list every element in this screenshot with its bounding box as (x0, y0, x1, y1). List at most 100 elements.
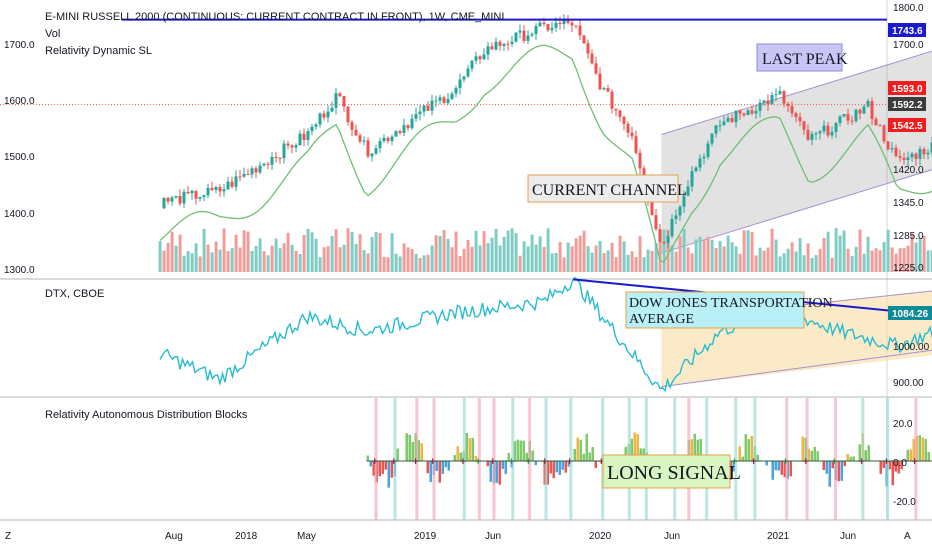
candle-body (930, 142, 932, 153)
candle-body (750, 110, 754, 114)
volume-bar (326, 246, 330, 272)
candle-body (894, 147, 898, 157)
candle-body (594, 63, 598, 74)
dtx-channel-lower (661, 349, 932, 388)
rad-block (567, 461, 570, 467)
volume-bar (738, 253, 742, 272)
volume-bar (838, 235, 842, 272)
volume-bar (638, 236, 642, 272)
volume-bar (830, 257, 834, 272)
candle-body (522, 30, 526, 41)
candle-body (518, 30, 522, 33)
long-signal-box[interactable] (602, 454, 731, 489)
volume-bar (546, 228, 550, 272)
rad-signal-marker: + (412, 456, 418, 468)
rad-block (630, 438, 633, 461)
rad-block (531, 450, 534, 461)
rad-block (774, 461, 777, 471)
volume-bar (158, 241, 162, 272)
volume-bar (162, 250, 166, 272)
volume-bar (834, 228, 838, 272)
tag-current-bg (888, 81, 926, 95)
volume-bar (694, 239, 698, 272)
candle-body (258, 165, 262, 173)
rad-block (633, 432, 636, 461)
tag-last-peak-bg (888, 23, 926, 37)
volume-bar (842, 230, 846, 272)
corner-auto-button[interactable]: A (904, 531, 911, 542)
candle-body (422, 105, 426, 112)
last-peak-box[interactable] (756, 43, 843, 72)
volume-bar (930, 250, 932, 272)
volume-bar (806, 243, 810, 272)
volume-bar (362, 250, 366, 272)
volume-bar (774, 239, 778, 272)
main-pane[interactable] (0, 0, 932, 272)
rad-block (372, 461, 375, 476)
rad-block (573, 449, 576, 461)
candle-body (862, 106, 866, 114)
volume-bar (282, 243, 286, 272)
volume-bar (414, 253, 418, 272)
candle-body (826, 125, 830, 136)
volume-bar (602, 253, 606, 272)
volume-bar (826, 231, 830, 272)
rad-block (447, 461, 450, 471)
rad-block (387, 461, 390, 488)
candle-body (794, 113, 798, 118)
volume-bar (894, 253, 898, 272)
rad-block (378, 461, 381, 477)
candle-body (178, 195, 182, 204)
candle-body (250, 168, 254, 175)
candle-body (282, 143, 286, 159)
volume-bar (558, 242, 562, 272)
volume-bar (854, 246, 858, 272)
rad-block (693, 433, 696, 461)
candle-body (358, 135, 362, 142)
volume-bar (190, 253, 194, 272)
volume-bar (606, 250, 610, 272)
candle-body (226, 181, 230, 190)
volume-bar (818, 248, 822, 272)
volume-bar (202, 228, 206, 272)
candle-body (354, 129, 358, 136)
rad-block (444, 461, 447, 468)
candle-body (526, 35, 530, 41)
candle-body (486, 46, 490, 55)
candle-body (726, 117, 730, 122)
candle-body (866, 101, 870, 107)
volume-bar (678, 236, 682, 272)
candle-body (650, 200, 654, 216)
volume-bar (682, 229, 686, 272)
candle-body (298, 133, 302, 146)
rad-signal-marker: + (803, 456, 809, 468)
volume-bar (378, 233, 382, 272)
rad-block (564, 461, 567, 473)
dow-jones-box[interactable] (625, 291, 805, 329)
volume-bar (178, 234, 182, 272)
candle-body (214, 186, 218, 190)
volume-bar (726, 235, 730, 272)
candle-body (446, 98, 450, 104)
candle-body (798, 117, 802, 122)
current-channel-box[interactable] (527, 174, 679, 203)
volume-bar (402, 243, 406, 272)
rad-block (465, 432, 468, 461)
corner-zoom-button[interactable]: Z (5, 531, 11, 542)
candle-body (846, 114, 850, 121)
rad-block (738, 446, 741, 461)
volume-bar (258, 238, 262, 272)
candle-body (738, 110, 742, 114)
tag-stop-bg (888, 118, 926, 132)
candle-body (830, 131, 834, 136)
candle-body (778, 91, 782, 95)
candle-body (542, 22, 546, 24)
candle-body (786, 103, 790, 107)
volume-bar (474, 230, 478, 272)
candle-body (166, 197, 170, 202)
rad-signal-band (374, 398, 378, 520)
candle-body (538, 22, 542, 27)
dtx-line (159, 276, 932, 393)
candle-body (170, 197, 174, 202)
